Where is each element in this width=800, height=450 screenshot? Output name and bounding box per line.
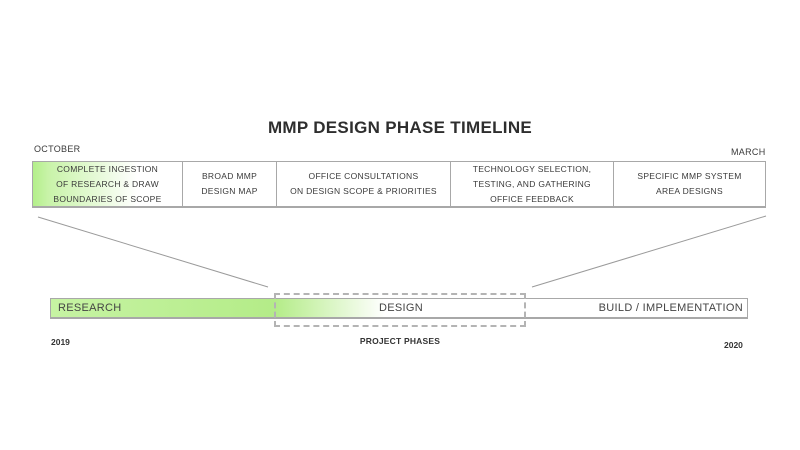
task-research-ingestion: COMPLETE INGESTION OF RESEARCH & DRAW BO… [33,162,183,206]
task-specific-system-designs: SPECIFIC MMP SYSTEM AREA DESIGNS [637,171,742,196]
phase-research-fill [51,299,275,317]
project-phases-bar: RESEARCH DESIGN BUILD / IMPLEMENTATION [50,298,748,319]
phase-research-label: RESEARCH [58,302,122,314]
task-technology-selection: TECHNOLOGY SELECTION, TESTING, AND GATHE… [451,162,614,206]
phase-design-label: DESIGN [379,302,423,314]
diagram-title: MMP DESIGN PHASE TIMELINE [267,118,533,137]
timeline-start-month: OCTOBER [34,144,81,154]
timeline-end-month: MARCH [731,147,766,157]
phases-caption: PROJECT PHASES [359,336,441,346]
phase-design-fill [275,299,385,317]
phase-build-label: BUILD / IMPLEMENTATION [598,302,743,314]
design-task-timeline: COMPLETE INGESTION OF RESEARCH & DRAW BO… [32,161,766,208]
design-phase-highlight-box [274,293,526,327]
task-broad-design-map: BROAD MMP DESIGN MAP [183,162,277,206]
zoom-line-right [531,215,767,288]
zoom-line-left [37,216,269,288]
end-year: 2020 [724,340,743,350]
task-office-consultations: OFFICE CONSULTATIONS ON DESIGN SCOPE & P… [277,162,451,206]
start-year: 2019 [51,337,70,347]
